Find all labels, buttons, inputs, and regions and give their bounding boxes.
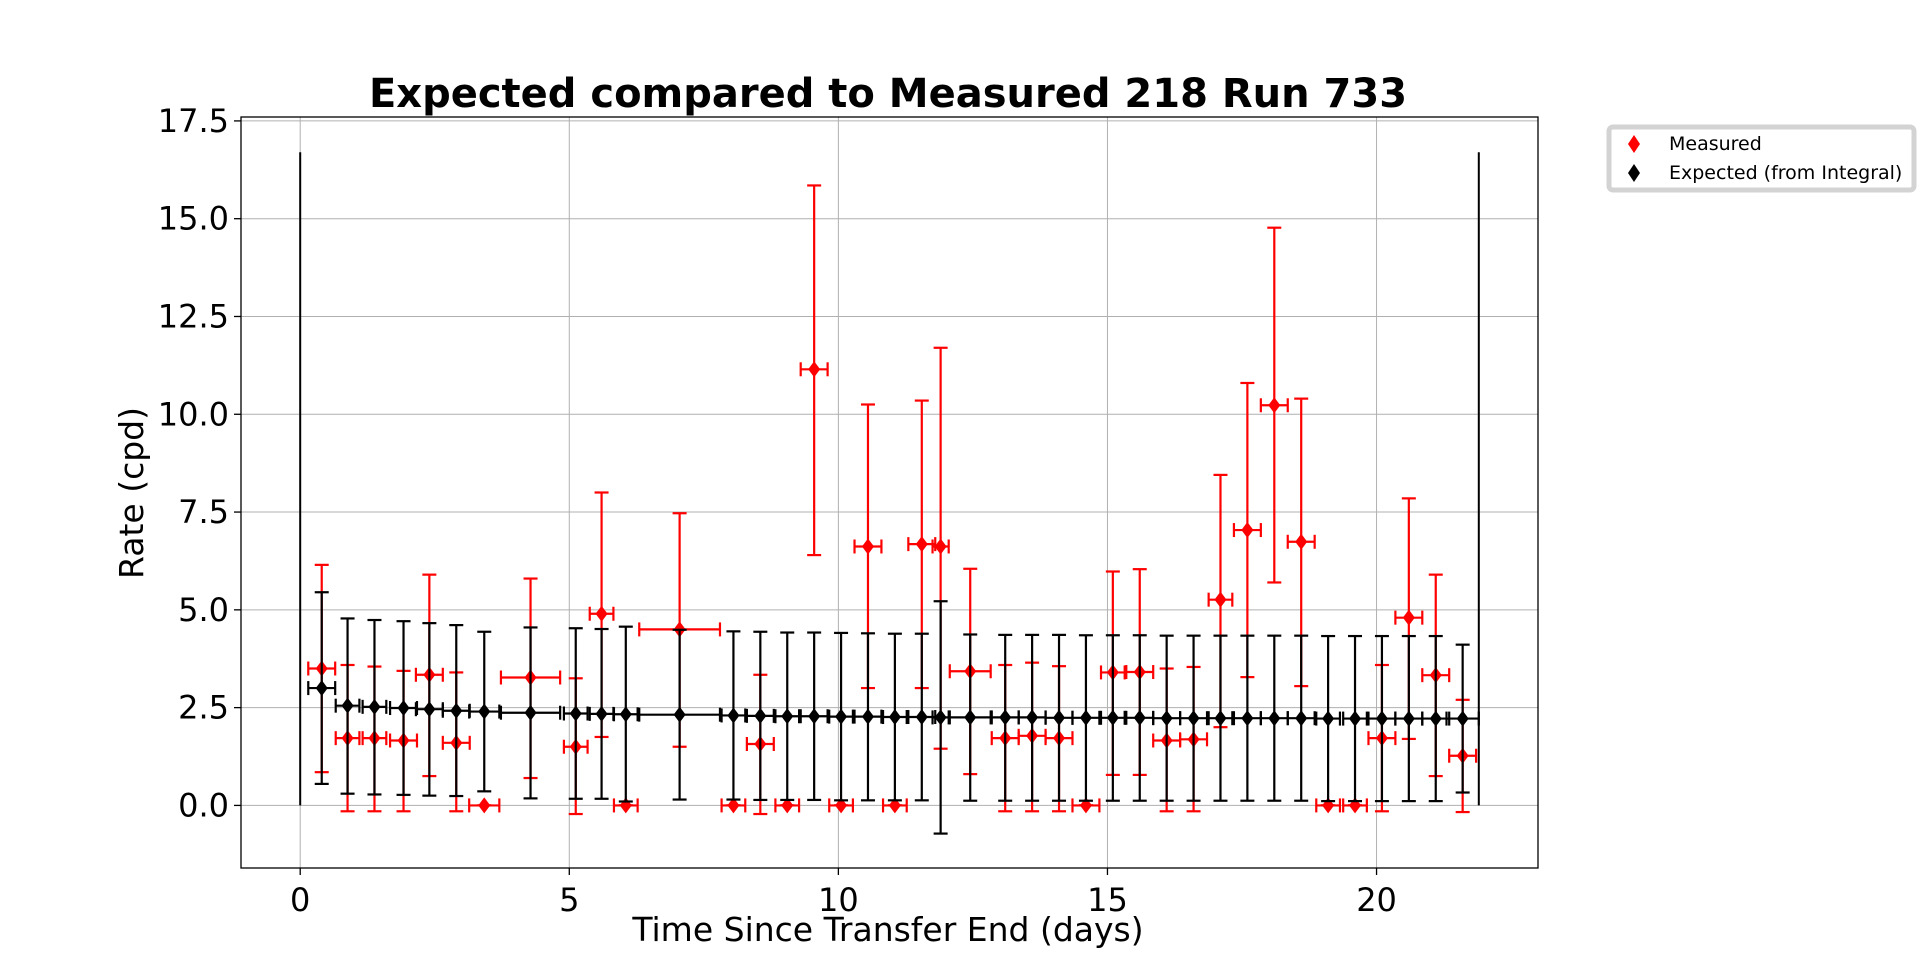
legend: Measured Expected (from Integral) (1606, 124, 1917, 193)
expected-point (1053, 709, 1066, 726)
expected-point (1375, 710, 1388, 727)
x-tick-label: 15 (1087, 881, 1128, 919)
expected-point (934, 709, 947, 726)
expected-point (368, 698, 381, 715)
expected-point (423, 701, 436, 718)
expected-point (835, 708, 848, 725)
expected-point (727, 707, 740, 724)
expected-point (1079, 709, 1092, 726)
expected-point (524, 704, 537, 721)
expected-point (1349, 710, 1362, 727)
expected-point (808, 708, 821, 725)
measured-point (1268, 397, 1281, 414)
expected-point (341, 697, 354, 714)
measured-point (915, 536, 928, 553)
legend-marker-expected (1628, 164, 1640, 182)
expected-point (478, 703, 491, 720)
measured-point (1402, 609, 1415, 626)
measured-point (934, 538, 947, 555)
expected-point (1268, 710, 1281, 727)
measured-point (1241, 522, 1254, 539)
axis-ticks: 0 5 10 15 20 0.0 2.5 5.0 7.5 10.0 12.5 15.0 17.5 (158, 102, 1397, 919)
expected-point (1133, 709, 1146, 726)
y-axis-label: Rate (cpd) (112, 407, 151, 579)
expected-point (673, 706, 686, 723)
series-expected (307, 591, 1480, 835)
plot-area (299, 152, 1480, 835)
y-tick-label: 10.0 (158, 395, 229, 433)
expected-point (315, 680, 328, 697)
expected-point (1026, 709, 1039, 726)
expected-point (1402, 710, 1415, 727)
expected-point (569, 705, 582, 722)
expected-point (861, 708, 874, 725)
y-tick-label: 15.0 (158, 200, 229, 238)
expected-point (1241, 710, 1254, 727)
expected-point (1456, 710, 1469, 727)
expected-point (1106, 709, 1119, 726)
x-tick-label: 5 (559, 881, 579, 919)
x-axis-label: Time Since Transfer End (days) (631, 910, 1143, 949)
expected-point (619, 706, 632, 723)
y-tick-label: 0.0 (178, 786, 229, 824)
expected-point (754, 707, 767, 724)
y-tick-label: 12.5 (158, 297, 229, 335)
expected-point (1295, 710, 1308, 727)
measured-point (727, 797, 740, 814)
measured-point (808, 361, 821, 378)
expected-point (964, 709, 977, 726)
expected-point (781, 708, 794, 725)
expected-point (888, 709, 901, 726)
x-tick-label: 10 (818, 881, 859, 919)
legend-marker-measured (1628, 135, 1640, 153)
measured-point (1214, 591, 1227, 608)
axes-frame (240, 116, 1539, 869)
expected-point (999, 709, 1012, 726)
grid (241, 117, 1538, 868)
expected-point (1160, 710, 1173, 727)
expected-point (1214, 710, 1227, 727)
x-tick-label: 0 (290, 881, 310, 919)
expected-point (450, 702, 463, 719)
y-tick-label: 17.5 (158, 102, 229, 140)
measured-point (595, 605, 608, 622)
legend-frame (1606, 124, 1917, 193)
expected-point (397, 700, 410, 717)
measured-point (478, 797, 491, 814)
x-tick-label: 20 (1356, 881, 1397, 919)
expected-point (1187, 710, 1200, 727)
expected-point (595, 705, 608, 722)
legend-label-expected: Expected (from Integral) (1669, 162, 1902, 184)
measured-point (861, 538, 874, 555)
expected-point (915, 709, 928, 726)
measured-point (1295, 533, 1308, 550)
y-tick-label: 5.0 (178, 591, 229, 629)
y-tick-label: 7.5 (178, 493, 229, 531)
legend-label-measured: Measured (1669, 133, 1762, 155)
y-tick-label: 2.5 (178, 689, 229, 727)
chart-title: Expected compared to Measured 218 Run 73… (369, 71, 1407, 117)
measured-point (781, 797, 794, 814)
expected-point (1322, 710, 1335, 727)
expected-point (1429, 710, 1442, 727)
